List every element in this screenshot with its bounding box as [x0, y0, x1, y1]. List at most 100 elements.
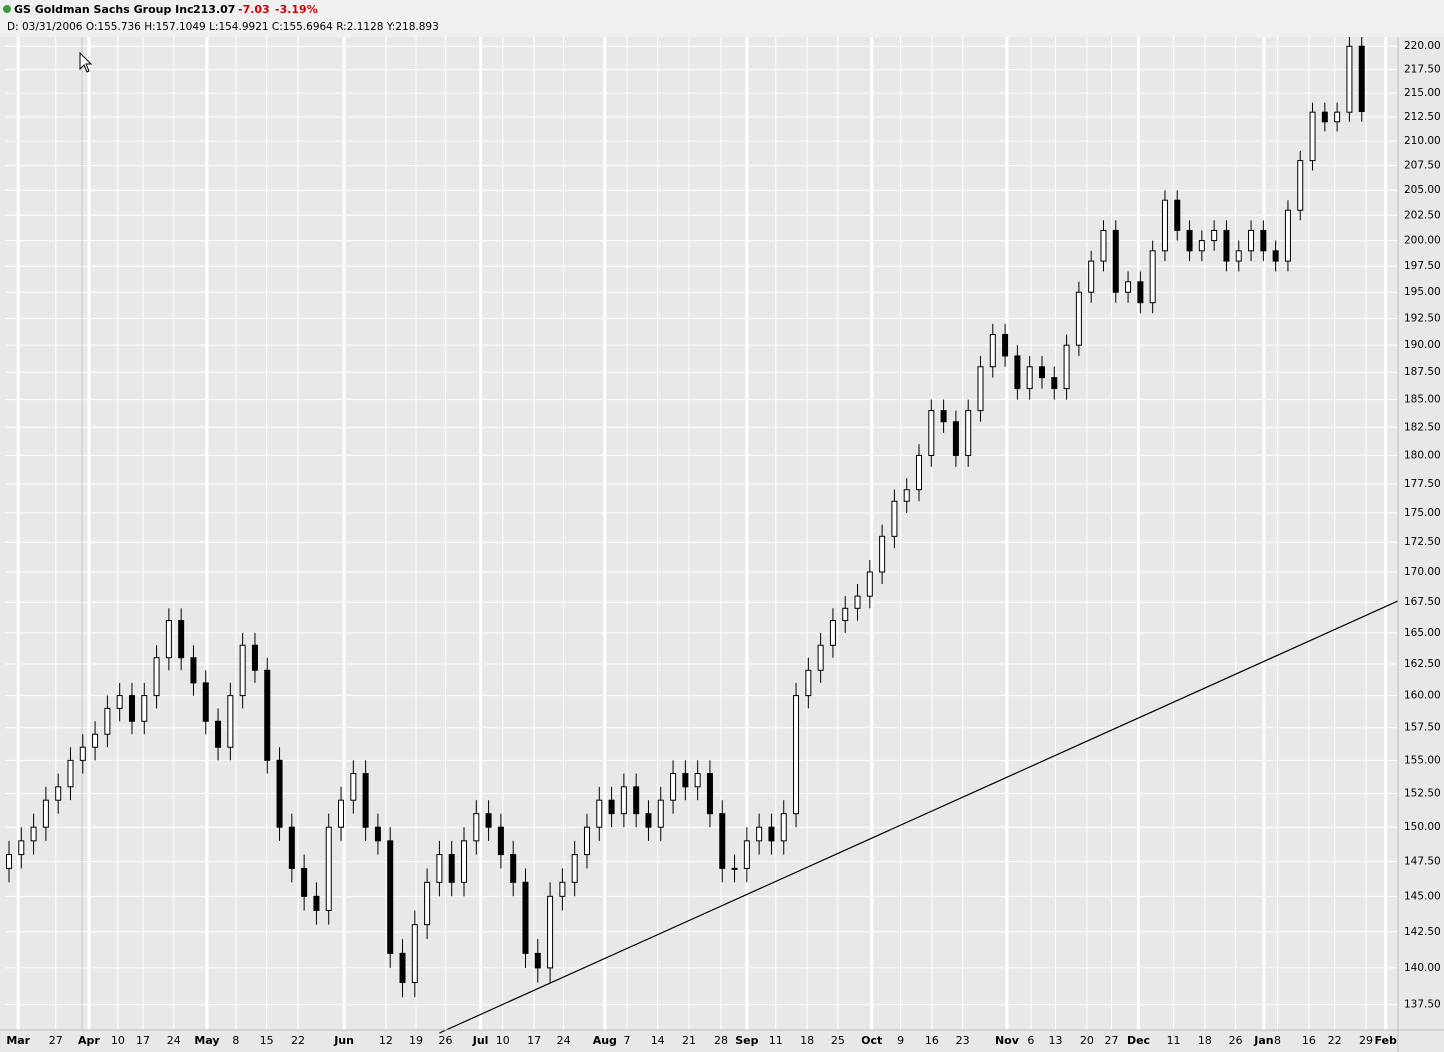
candle-body [682, 773, 689, 788]
candle-body [608, 799, 615, 815]
candle-body [399, 952, 406, 984]
candle-body [633, 786, 640, 815]
x-tick-label: 20 [1080, 1034, 1094, 1047]
candle-body [916, 454, 923, 491]
candle-body [239, 644, 246, 697]
candle-body [583, 826, 590, 856]
candle-body [264, 669, 271, 761]
candle-body [571, 854, 578, 883]
y-tick-label: 175.00 [1404, 507, 1441, 519]
x-tick-label: 16 [1302, 1034, 1316, 1047]
candle-body [620, 786, 627, 815]
y-tick-label: 220.00 [1404, 40, 1441, 52]
candle-body [854, 595, 861, 609]
candle-body [989, 333, 996, 368]
x-tick-label: Sep [735, 1034, 758, 1047]
candle-body [1112, 229, 1119, 293]
candle-body [338, 799, 345, 828]
candle-body [768, 826, 775, 842]
candle-body [128, 695, 135, 722]
y-tick-label: 187.50 [1404, 366, 1441, 378]
candle-body [276, 759, 283, 828]
candle-body [104, 707, 111, 735]
y-tick-label: 217.50 [1404, 64, 1441, 76]
x-tick-label: 22 [1328, 1034, 1342, 1047]
x-tick-label: 25 [831, 1034, 845, 1047]
candle-body [55, 786, 62, 801]
change: -7.03 [238, 3, 270, 16]
x-tick-label: 26 [1229, 1034, 1243, 1047]
candle-body [719, 813, 726, 869]
candle-body [547, 895, 554, 969]
candle-body [1100, 229, 1107, 262]
candle-body [1063, 344, 1070, 390]
candle-body [202, 682, 209, 722]
candle-body [18, 840, 25, 856]
x-tick-label: 26 [439, 1034, 453, 1047]
candle-body [731, 867, 738, 870]
x-tick-label: May [194, 1034, 219, 1047]
y-tick-label: 210.00 [1404, 135, 1441, 147]
y-tick-label: 180.00 [1404, 449, 1441, 461]
candle-body [165, 620, 172, 659]
candle-body [1051, 377, 1058, 390]
x-tick-label: 14 [651, 1034, 665, 1047]
x-tick-label: 28 [714, 1034, 728, 1047]
candle-body [424, 881, 431, 926]
candle-body [1358, 45, 1365, 113]
x-tick-label: Apr [78, 1034, 100, 1047]
candle-body [411, 924, 418, 984]
x-tick-label: 24 [557, 1034, 571, 1047]
candle-body [805, 669, 812, 697]
candle-body [940, 410, 947, 423]
y-tick-label: 197.50 [1404, 260, 1441, 272]
candle-body [116, 695, 123, 709]
candle-body [141, 695, 148, 722]
candle-body [793, 695, 800, 815]
candle-body [1026, 366, 1033, 390]
y-tick-label: 212.50 [1404, 111, 1441, 123]
x-tick-label: 11 [1167, 1034, 1181, 1047]
candle-body [522, 881, 529, 954]
candle-body [5, 854, 12, 869]
candle-body [780, 813, 787, 842]
y-tick-label: 182.50 [1404, 421, 1441, 433]
candle-body [842, 607, 849, 622]
y-tick-label: 202.50 [1404, 209, 1441, 221]
candle-body [1137, 281, 1144, 304]
x-tick-label: 16 [925, 1034, 939, 1047]
symbol: GS Goldman Sachs Group Inc [14, 3, 194, 16]
candle-body [288, 826, 295, 869]
y-tick-label: 185.00 [1404, 394, 1441, 406]
y-tick-label: 177.50 [1404, 478, 1441, 490]
x-tick-label: 27 [49, 1034, 63, 1047]
candle-body [190, 657, 197, 684]
candle-body [461, 840, 468, 883]
y-tick-label: 195.00 [1404, 286, 1441, 298]
x-tick-label: 11 [769, 1034, 783, 1047]
candle-body [301, 867, 308, 897]
x-tick-label: 24 [167, 1034, 181, 1047]
candle-body [534, 952, 541, 969]
candle-body [1211, 229, 1218, 242]
candle-body [645, 813, 652, 828]
x-tick-label: 8 [232, 1034, 239, 1047]
status-icon [3, 5, 11, 13]
y-tick-label: 142.50 [1404, 926, 1441, 938]
x-tick-label: 10 [496, 1034, 510, 1047]
header-bg [0, 0, 1444, 36]
y-tick-label: 155.00 [1404, 754, 1441, 766]
y-tick-label: 157.50 [1404, 722, 1441, 734]
candle-body [436, 854, 443, 883]
x-tick-label: 12 [379, 1034, 393, 1047]
y-tick-label: 162.50 [1404, 658, 1441, 670]
y-tick-label: 165.00 [1404, 627, 1441, 639]
y-tick-label: 140.00 [1404, 962, 1441, 974]
candle-body [387, 840, 394, 954]
x-tick-label: 27 [1104, 1034, 1118, 1047]
y-tick-label: 172.50 [1404, 536, 1441, 548]
y-tick-label: 190.00 [1404, 339, 1441, 351]
change-pct: -3.19% [275, 3, 318, 16]
plot-bg [0, 37, 1444, 1052]
